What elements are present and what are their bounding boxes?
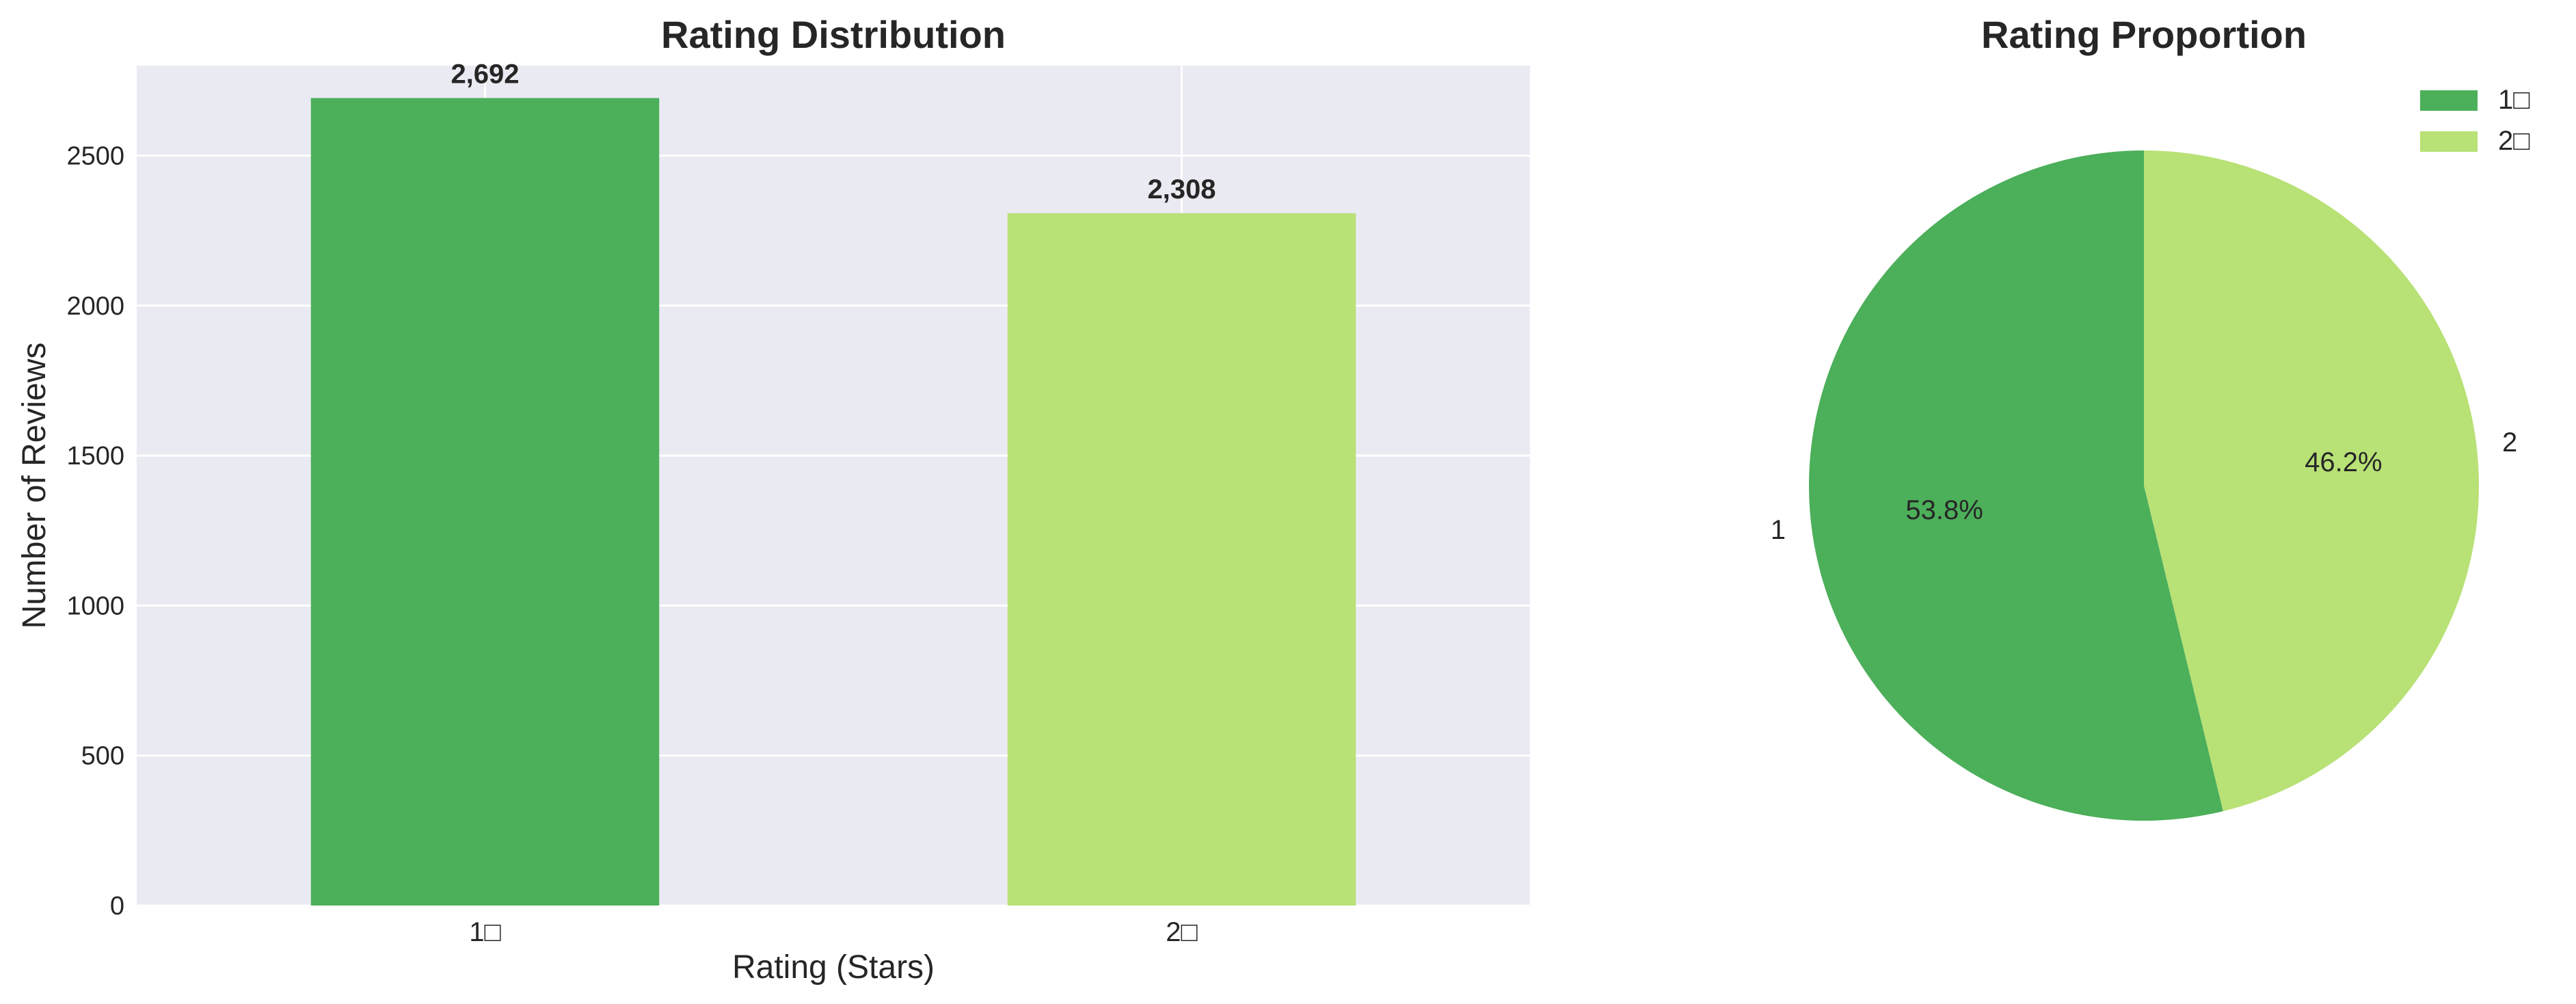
bar-y-tick-label: 500 <box>81 742 124 771</box>
pie-slices <box>1809 150 2480 821</box>
pie-pct-label: 53.8% <box>1905 495 1983 525</box>
pie-legend: 1□2□ <box>2420 85 2530 156</box>
bar-y-tick-label: 1500 <box>66 442 124 471</box>
bar-chart: 2,692 2,308 0 500 1000 1500 2000 2500 1□ 2□ Rat… <box>16 13 1530 986</box>
bar-y-tick-label: 2500 <box>66 142 124 171</box>
pie-slice-2 <box>2144 150 2480 812</box>
bar-y-axis-label: Number of Reviews <box>16 343 53 629</box>
bar-series <box>310 98 1356 906</box>
bar-chart-title: Rating Distribution <box>661 13 1006 56</box>
legend-label: 2□ <box>2498 126 2530 156</box>
pie-chart: Rating Proportion 53.8%146.2%2 1□2□ <box>1771 13 2530 821</box>
pie-slice-1 <box>1809 150 2223 821</box>
legend-swatch <box>2420 131 2478 152</box>
bar-y-tick-label: 1000 <box>66 592 124 620</box>
bar-y-tick-label: 0 <box>110 892 124 921</box>
legend-label: 1□ <box>2498 85 2530 115</box>
bar-x-ticks: 1□ 2□ <box>469 917 1197 947</box>
pie-chart-title: Rating Proportion <box>1981 13 2307 56</box>
bar-value-label: 2,692 <box>451 59 519 89</box>
bar-value-label: 2,308 <box>1147 174 1216 204</box>
pie-labels: 53.8% 1 46.2% 2 <box>1771 427 2518 545</box>
bar-y-ticks: 0 500 1000 1500 2000 2500 <box>66 142 124 921</box>
bar-x-tick-label: 1□ <box>469 917 500 947</box>
bar-x-axis-label: Rating (Stars) <box>732 949 935 986</box>
bar-2 <box>1007 213 1356 906</box>
pie-pct-label: 46.2% <box>2305 447 2382 477</box>
bar-x-tick-label: 2□ <box>1166 917 1197 947</box>
legend-swatch <box>2420 90 2478 111</box>
pie-category-label: 1 <box>1771 515 1786 545</box>
pie-category-label: 2 <box>2502 427 2517 458</box>
bar-1 <box>310 98 660 906</box>
bar-y-tick-label: 2000 <box>66 292 124 321</box>
bar-value-labels: 2,692 2,308 <box>451 59 1216 204</box>
